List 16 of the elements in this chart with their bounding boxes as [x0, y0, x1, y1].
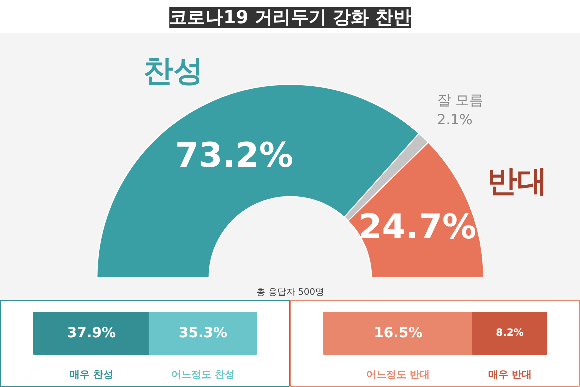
series-label: 매우 반대: [488, 370, 532, 381]
data-label: 24.7%: [358, 207, 477, 248]
series-label: 어느정도 반대: [366, 370, 430, 381]
data-label: 16.5%: [374, 326, 423, 342]
data-label: 37.9%: [67, 326, 116, 342]
series-label: 어느정도 찬성: [172, 370, 235, 381]
slice-label: 찬성: [144, 54, 204, 90]
data-label: 73.2%: [175, 136, 294, 176]
data-label: 8.2%: [496, 328, 524, 340]
text: 총 응답자 500명: [256, 288, 324, 298]
slice-label: 반대: [487, 164, 548, 200]
slice-label: 잘 모름: [437, 93, 484, 110]
data-label: 2.1%: [437, 112, 473, 128]
data-label: 35.3%: [178, 326, 228, 342]
series-label: 매우 찬성: [70, 370, 114, 381]
chart-title: 코로나19 거리두기 강화 찬반: [170, 8, 412, 28]
